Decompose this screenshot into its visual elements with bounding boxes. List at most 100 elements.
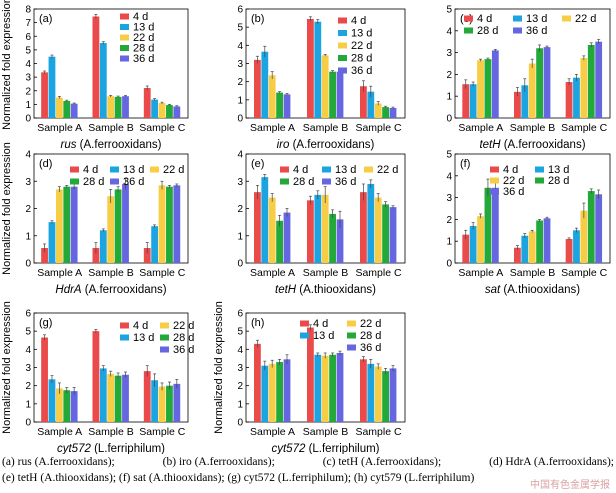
y-tick-label: 7 [25,18,31,29]
bar [41,248,48,263]
bar [166,186,173,263]
caption-item-d: (d) HdrA (A.ferrooxidans); [489,456,614,468]
legend-swatch [70,178,79,185]
panel-title: cyt572 (L.ferriphilum) [271,443,379,454]
panel-title-organism: (A.thiooxidans) [500,284,580,296]
panel-letter: (a) [39,13,52,25]
panel-title-organism: (A.ferrooxidans) [289,139,374,151]
y-axis-label: Normalized fold expression [1,0,13,130]
x-tick-label: Sample C [561,122,608,134]
bar [462,234,470,263]
legend-label: 4 d [477,13,492,25]
bar [254,192,261,263]
legend-label: 36 d [173,344,194,356]
y-tick-label: 4 [237,345,243,356]
legend-swatch [535,166,544,173]
bar [484,59,492,118]
legend-label: 22 d [133,32,154,44]
legend-swatch [490,188,499,195]
bar [283,359,291,422]
legend-swatch [120,55,129,62]
y-tick-label: 6 [237,309,243,320]
y-tick-label: 0 [237,114,243,125]
y-tick-label: 2 [25,381,31,392]
bar [41,72,48,118]
legend-swatch [120,34,129,41]
panel-title-gene: HdrA [55,284,82,296]
legend-swatch [364,166,373,173]
bar [367,91,375,118]
panel-letter: (b) [251,13,264,25]
bar [92,331,100,422]
x-tick-label: Sample C [355,267,402,279]
y-tick-label: 3 [446,48,452,59]
bar [48,222,56,263]
chart-panel-a: 0 1 2 3 4 5 6 7 8 Normalized fold expression (a) Sa… [1,0,189,151]
x-tick-label: Sample A [458,267,503,279]
bar [462,84,470,118]
legend-swatch [280,178,289,185]
panel-title: cyt572 (L.ferriphilum) [57,443,165,454]
legend-label: 13 d [313,330,334,342]
legend-swatch [464,27,473,34]
legend-label: 13 d [548,164,569,176]
y-tick-label: 0 [25,259,31,270]
y-tick-label: 5 [25,45,31,56]
legend-label: 22 d [351,40,372,52]
bar [314,21,322,118]
x-tick-label: Sample B [303,426,349,438]
panel-title-gene: rus [61,139,77,151]
bar [107,96,115,118]
bar [360,86,367,118]
bar [107,196,115,263]
bar [382,204,389,263]
legend-label: 36 d [123,176,144,188]
bar [55,388,63,422]
bar [307,200,314,263]
x-tick-label: Sample B [510,122,556,134]
y-tick-label: 3 [25,363,31,374]
legend-swatch [280,166,289,173]
y-tick-label: 3 [237,363,243,374]
bar [268,197,276,263]
caption-item-a: (a) rus (A.ferrooxidans); [2,456,115,468]
caption-item-c: (c) tetH (A.ferrooxidans); [322,456,442,468]
x-tick-label: Sample C [139,267,186,279]
x-tick-label: Sample A [458,122,503,134]
chart-panel-e: 0 1 2 3 4 (e) Sample A Sample B Sample C 4 d 13 d 2… [237,150,406,296]
legend-swatch [338,42,347,49]
bar [261,365,269,422]
y-tick-label: 2 [237,204,243,215]
bar [321,55,329,118]
bar [99,230,107,263]
bar [469,84,477,118]
legend-swatch [562,15,571,22]
bar [307,327,314,422]
y-axis-label: Normalized fold expression [1,301,13,434]
x-tick-label: Sample B [303,122,349,134]
x-tick-label: Sample C [139,122,186,134]
bar [573,230,580,263]
watermark: 中国有色金属学报 [530,480,610,491]
bar [329,354,336,422]
x-tick-label: Sample C [139,426,186,438]
panel-letter: (e) [251,158,264,170]
bar [360,192,367,263]
legend-swatch [338,30,347,36]
bar [389,207,397,263]
bar [374,197,382,263]
y-tick-label: 1 [237,231,243,242]
bar [63,100,71,118]
bar [543,47,551,118]
bar [283,212,291,263]
legend-swatch [347,320,356,327]
panel-title-gene: cyt572 [271,443,305,454]
bar [254,59,261,118]
legend-swatch [110,178,119,185]
x-tick-label: Sample B [303,267,349,279]
legend-label: 28 d [173,332,194,344]
legend-label: 28 d [360,330,381,342]
y-tick-label: 5 [25,327,31,338]
bar [329,71,336,118]
